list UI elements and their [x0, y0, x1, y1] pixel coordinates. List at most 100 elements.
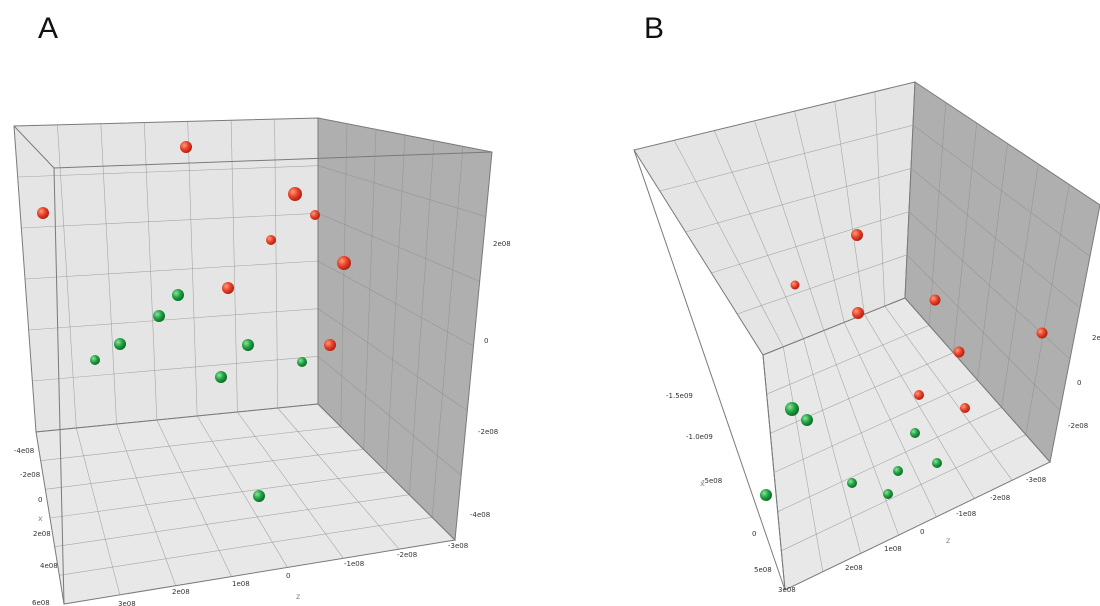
red-point	[324, 339, 336, 351]
red-point	[180, 141, 192, 153]
frame-edge	[53, 151, 493, 169]
red-point	[266, 235, 276, 245]
red-point	[790, 280, 800, 290]
grid-line	[953, 122, 977, 353]
grid-line	[17, 165, 319, 178]
x-tick-label: 4e08	[40, 562, 58, 570]
grid-line	[714, 130, 804, 339]
grid-line	[673, 140, 784, 347]
x-tick-label: 0	[38, 496, 42, 504]
z-tick-label: 2e08	[845, 564, 863, 572]
grid-line	[874, 91, 886, 307]
grid-line	[834, 101, 865, 315]
x-tick-label: 0	[752, 530, 756, 538]
green-point	[910, 428, 920, 438]
x-tick-label: 5e08	[754, 566, 772, 574]
grid-line	[40, 426, 341, 461]
red-point	[953, 346, 965, 358]
z-tick-label: 3e08	[118, 600, 136, 606]
z-tick-label: 0	[286, 572, 290, 580]
grid-line	[754, 120, 825, 331]
green-point	[785, 402, 799, 416]
panel-a-label: A	[38, 12, 59, 45]
chart-panel-a: -4e08 -2e08 0 2e08 4e08 6e08 3e08 2e08 1e08 0 -1e0…	[13, 117, 511, 606]
x-tick-label: 2e08	[33, 530, 51, 538]
z-tick-label: -2e08	[397, 551, 417, 559]
grid-line	[766, 325, 930, 395]
x-tick-label: -1.0e09	[686, 433, 713, 441]
grid-line	[977, 143, 1008, 381]
z-tick-label: -1e08	[344, 560, 364, 568]
grid-line	[737, 254, 908, 315]
red-point	[288, 187, 302, 201]
grid-line	[28, 308, 319, 331]
grid-line	[781, 434, 1026, 552]
red-point	[851, 229, 863, 241]
green-point	[932, 458, 942, 468]
x-tick-label: -5e08	[702, 477, 722, 485]
green-point	[297, 357, 307, 367]
red-point	[852, 307, 864, 319]
chart-panel-b: -1.5e09 -1.0e09 -5e08 0 5e08 3e08 2e08 1e08 0 -1e…	[633, 81, 1100, 594]
grid-line	[770, 352, 954, 434]
red-point	[1036, 327, 1048, 339]
z-tick-label: 1e08	[884, 545, 902, 553]
y-tick-label: 0	[1077, 379, 1081, 387]
grid-line	[54, 494, 410, 547]
grid-line	[317, 260, 474, 347]
x-tick-label: -1.5e09	[666, 392, 693, 400]
green-point	[215, 371, 227, 383]
red-point	[914, 390, 924, 400]
red-point	[310, 210, 320, 220]
z-tick-label: -1e08	[956, 510, 976, 518]
z-tick-label: -3e08	[1026, 476, 1046, 484]
green-point	[242, 339, 254, 351]
grid-line	[317, 356, 462, 476]
y-tick-label: -2e08	[1068, 422, 1088, 430]
axis-label-x: x	[700, 479, 705, 488]
axis-label-x: x	[38, 514, 43, 523]
grid-line	[906, 254, 1061, 411]
green-point	[893, 466, 903, 476]
grid-line	[928, 102, 947, 326]
x-tick-label: -4e08	[14, 447, 34, 455]
z-tick-label: -2e08	[990, 494, 1010, 502]
grid-line	[317, 308, 468, 411]
z-tick-label: 2e08	[172, 588, 190, 596]
grid-line	[711, 211, 910, 274]
green-point	[760, 489, 772, 501]
frame-edge	[13, 125, 55, 169]
frame-edge	[633, 149, 786, 591]
grid-line	[912, 124, 1091, 257]
red-point	[37, 207, 49, 219]
z-tick-label: -3e08	[448, 542, 468, 550]
grid-line	[32, 356, 319, 382]
grid-line	[49, 471, 387, 519]
grid-line	[685, 168, 912, 233]
green-point	[253, 490, 265, 502]
grid-line	[910, 168, 1081, 309]
green-point	[883, 489, 893, 499]
red-point	[337, 256, 351, 270]
grid-line	[659, 124, 914, 192]
grid-line	[1001, 163, 1039, 408]
back-wall	[13, 117, 319, 433]
x-tick-label: 6e08	[32, 599, 50, 606]
axis-label-z: z	[296, 592, 300, 601]
green-point	[847, 478, 857, 488]
frame-edge	[53, 167, 65, 605]
axis-label-z: z	[946, 536, 950, 545]
grid-line	[317, 165, 486, 217]
y-tick-label: -4e08	[470, 511, 490, 519]
y-tick-label: 2e08	[493, 240, 511, 248]
x-tick-label: -2e08	[20, 471, 40, 479]
y-tick-label: 0	[484, 337, 488, 345]
frame-edge	[762, 354, 786, 591]
green-point	[153, 310, 165, 322]
grid-line	[45, 449, 364, 490]
z-tick-label: 0	[920, 528, 924, 536]
grid-line	[794, 111, 845, 323]
green-point	[90, 355, 100, 365]
red-point	[222, 282, 234, 294]
